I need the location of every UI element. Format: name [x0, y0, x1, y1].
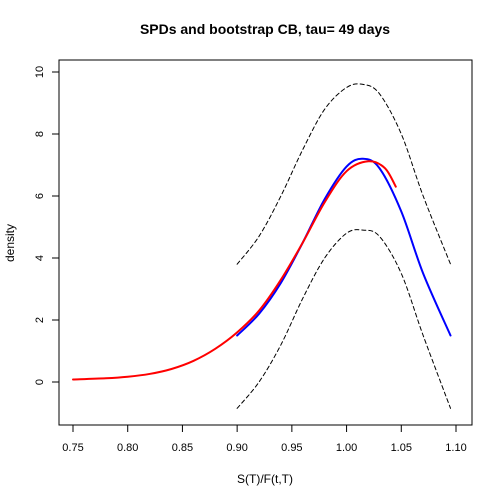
x-tick-label: 0.80 — [117, 442, 138, 454]
y-tick-label: 8 — [34, 131, 46, 137]
y-axis: 0 2 4 6 8 10 — [34, 66, 60, 385]
y-tick-label: 4 — [34, 255, 46, 261]
x-tick-label: 1.10 — [445, 442, 466, 454]
y-tick-label: 6 — [34, 193, 46, 199]
x-axis: 0.75 0.80 0.85 0.90 0.95 1.00 1.05 1.10 — [62, 424, 467, 454]
blue-spd-line — [236, 157, 452, 337]
lower-confidence-band-line — [236, 229, 452, 409]
x-tick-label: 0.85 — [172, 442, 193, 454]
x-tick-label: 1.00 — [336, 442, 357, 454]
plot-frame — [58, 59, 473, 426]
x-tick-label: 0.95 — [281, 442, 302, 454]
y-axis-label: density — [3, 224, 17, 262]
series-layer — [72, 83, 452, 409]
chart-title: SPDs and bootstrap CB, tau= 49 days — [140, 21, 390, 37]
upper-confidence-band-line — [236, 83, 452, 265]
y-tick-label: 2 — [34, 317, 46, 323]
x-tick-label: 1.05 — [391, 442, 412, 454]
y-tick-label: 0 — [34, 379, 46, 385]
x-tick-label: 0.75 — [62, 442, 83, 454]
x-axis-label: S(T)/F(t,T) — [237, 472, 293, 486]
red-spd-line — [72, 160, 397, 381]
x-tick-label: 0.90 — [226, 442, 247, 454]
y-tick-label: 10 — [34, 66, 46, 78]
